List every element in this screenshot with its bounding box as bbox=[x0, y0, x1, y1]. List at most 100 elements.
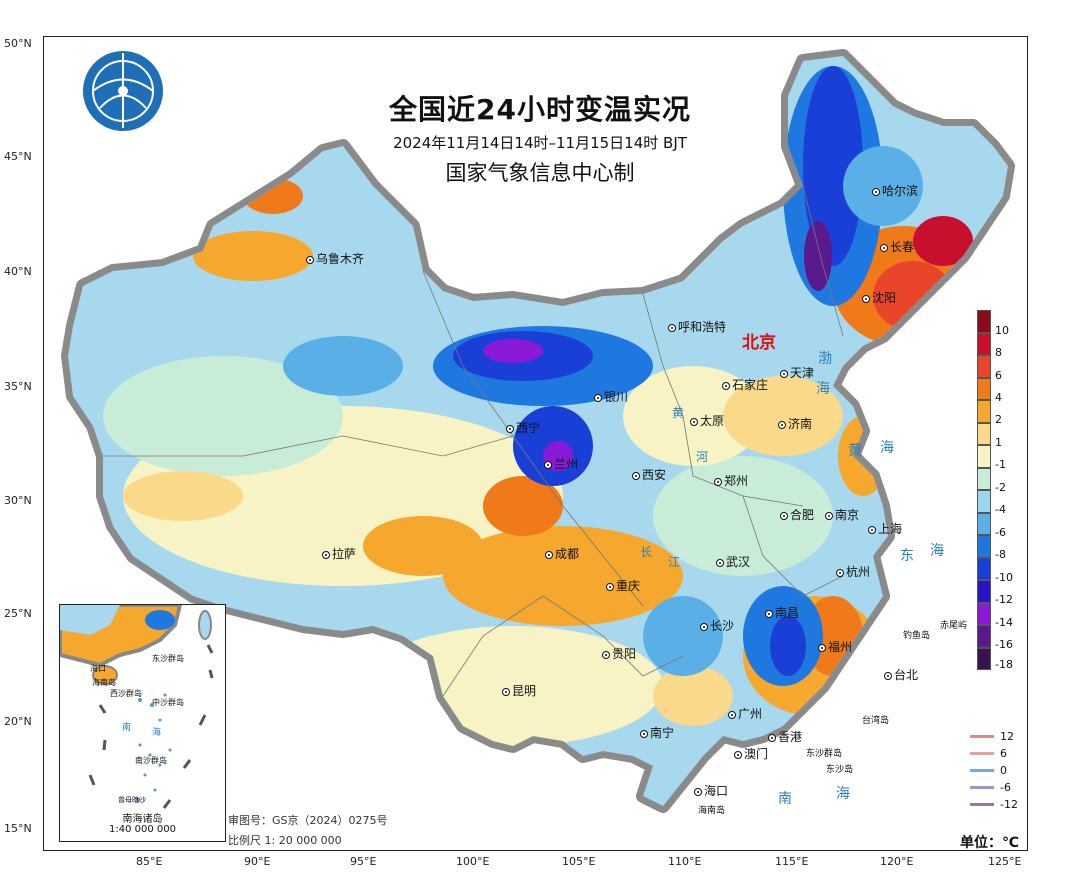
map-scale: 比例尺 1: 20 000 000 bbox=[228, 834, 342, 847]
lat-label: 30°N bbox=[4, 494, 32, 507]
city-label: 澳门 bbox=[734, 745, 768, 762]
river-label: 黄 bbox=[672, 406, 685, 420]
lon-label: 90°E bbox=[244, 855, 271, 868]
city-label: 济南 bbox=[778, 415, 812, 432]
colorbar-segment bbox=[977, 602, 991, 625]
cma-logo-icon bbox=[83, 51, 163, 131]
colorbar-segment bbox=[977, 422, 991, 445]
city-label: 太原 bbox=[690, 412, 724, 429]
colorbar-label: -10 bbox=[995, 571, 1013, 584]
colorbar-label: -4 bbox=[995, 503, 1006, 516]
lon-label: 105°E bbox=[562, 855, 596, 868]
city-label: 合肥 bbox=[780, 506, 814, 523]
review-number: 审图号：GS京（2024）0275号 bbox=[228, 814, 388, 827]
colorbar-label: 2 bbox=[995, 413, 1002, 426]
colorbar-segment bbox=[977, 467, 991, 490]
contour-legend: 12 6 0 -6 -12 bbox=[970, 728, 1018, 813]
city-label: 拉萨 bbox=[322, 545, 356, 562]
inset-label: 海南岛 bbox=[92, 678, 116, 687]
title-block: 全国近24小时变温实况 2024年11月14日14时–11月15日14时 BJT… bbox=[340, 88, 740, 187]
colorbar-segment bbox=[977, 647, 991, 670]
colorbar-segment bbox=[977, 445, 991, 468]
city-label: 重庆 bbox=[606, 577, 640, 594]
city-label: 台北 bbox=[884, 666, 918, 683]
city-label: 乌鲁木齐 bbox=[306, 250, 364, 267]
city-label: 贵阳 bbox=[602, 645, 636, 662]
inset-title: 南海诸岛 bbox=[122, 814, 163, 825]
colorbar-label: -18 bbox=[995, 658, 1013, 671]
city-label: 天津 bbox=[780, 364, 814, 381]
colorbar-label: 4 bbox=[995, 391, 1002, 404]
city-label: 杭州 bbox=[836, 563, 870, 580]
city-label: 兰州 bbox=[544, 455, 578, 472]
map-title: 全国近24小时变温实况 bbox=[389, 93, 691, 126]
river-label: 长 bbox=[640, 545, 653, 559]
colorbar-segment bbox=[977, 512, 991, 535]
colorbar-label: -12 bbox=[995, 593, 1013, 606]
inset-label: 东沙群岛 bbox=[152, 654, 184, 663]
map-date-range: 2024年11月14日14时–11月15日14时 BJT bbox=[393, 134, 687, 152]
city-label: 西安 bbox=[632, 466, 666, 483]
colorbar-label: 10 bbox=[995, 324, 1009, 337]
city-label: 福州 bbox=[818, 638, 852, 655]
island-label: 海南岛 bbox=[698, 806, 726, 816]
contour-legend-item: 0 bbox=[970, 762, 1018, 779]
lon-label: 125°E bbox=[988, 855, 1022, 868]
sea-label: 南 bbox=[778, 791, 792, 807]
lat-label: 40°N bbox=[4, 265, 32, 278]
lon-label: 115°E bbox=[775, 855, 809, 868]
island-label: 赤尾屿 bbox=[940, 621, 968, 631]
contour-legend-item: -12 bbox=[970, 796, 1018, 813]
sea-label: 海 bbox=[816, 381, 830, 397]
inset-label: 海口 bbox=[90, 664, 106, 673]
city-label: 武汉 bbox=[716, 553, 750, 570]
contour-legend-item: 12 bbox=[970, 728, 1018, 745]
colorbar-segment bbox=[977, 557, 991, 580]
colorbar-label: -8 bbox=[995, 548, 1006, 561]
inset-label: 西沙群岛 bbox=[110, 689, 142, 698]
city-label: 银川 bbox=[594, 388, 628, 405]
lat-label: 15°N bbox=[4, 822, 32, 835]
city-label: 广州 bbox=[728, 705, 762, 722]
city-label: 呼和浩特 bbox=[668, 318, 726, 335]
inset-map bbox=[60, 605, 214, 809]
colorbar-label: -14 bbox=[995, 616, 1013, 629]
city-label: 长沙 bbox=[700, 617, 734, 634]
contour-legend-item: 6 bbox=[970, 745, 1018, 762]
city-label: 上海 bbox=[868, 520, 902, 537]
sea-label: 海 bbox=[880, 440, 894, 456]
island-label: 钓鱼岛 bbox=[903, 631, 931, 641]
city-label: 长春 bbox=[880, 238, 914, 255]
inset-label: 曾母暗沙 bbox=[118, 796, 146, 804]
contour-legend-item: -6 bbox=[970, 779, 1018, 796]
sea-label: 东 bbox=[900, 548, 914, 564]
city-label: 成都 bbox=[545, 545, 579, 562]
inset-label: 南沙群岛 bbox=[135, 756, 167, 765]
city-label: 哈尔滨 bbox=[872, 182, 918, 199]
colorbar-label: 6 bbox=[995, 369, 1002, 382]
sea-label: 黄 bbox=[848, 443, 862, 459]
city-label: 沈阳 bbox=[862, 289, 896, 306]
city-label: 海口 bbox=[694, 782, 728, 799]
colorbar-segment bbox=[977, 535, 991, 558]
colorbar-segment bbox=[977, 580, 991, 603]
inset-scale: 1:40 000 000 bbox=[109, 824, 176, 835]
colorbar-segment bbox=[977, 490, 991, 513]
lon-label: 120°E bbox=[880, 855, 914, 868]
inset-label: 南 bbox=[122, 723, 132, 733]
lon-label: 95°E bbox=[350, 855, 377, 868]
city-label: 郑州 bbox=[714, 472, 748, 489]
colorbar-label: 1 bbox=[995, 436, 1002, 449]
lat-label: 50°N bbox=[4, 37, 32, 50]
city-label: 南昌 bbox=[765, 604, 799, 621]
colorbar-label: -6 bbox=[995, 526, 1006, 539]
island-label: 东沙岛 bbox=[826, 765, 854, 775]
colorbar-label: 8 bbox=[995, 346, 1002, 359]
island-label: 东沙群岛 bbox=[806, 749, 843, 759]
colorbar-segment bbox=[977, 625, 991, 648]
river-label: 江 bbox=[668, 555, 681, 569]
capital-label: 北京 bbox=[742, 333, 776, 353]
city-label: 南宁 bbox=[640, 724, 674, 741]
island-label: 台湾岛 bbox=[862, 716, 890, 726]
south-china-sea-inset: 海口 海南岛 西沙群岛 中沙群岛 东沙群岛 南 海 南沙群岛 曾母暗沙 南海诸岛… bbox=[59, 604, 226, 842]
